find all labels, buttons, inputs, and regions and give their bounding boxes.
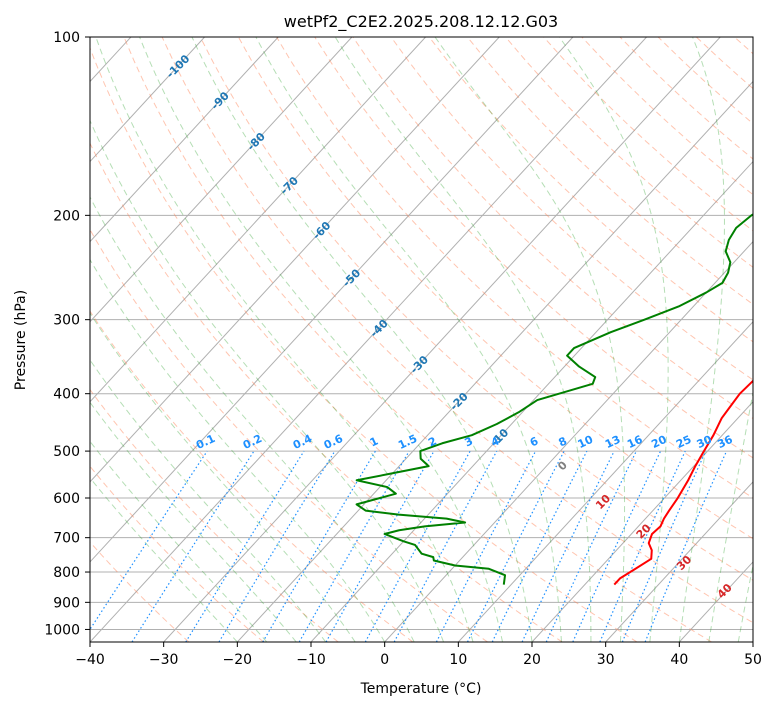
mixing-ratio-line (644, 450, 728, 642)
mixing-ratio-lines (90, 450, 728, 642)
x-tick-label: 50 (744, 652, 762, 668)
y-tick-label: 600 (53, 491, 80, 507)
mixing-ratio-label: 20 (649, 433, 669, 451)
moist-adiabat-line (255, 37, 562, 642)
dry-adiabat-line (90, 228, 488, 642)
mixing-ratio-label: 13 (603, 433, 622, 451)
y-tick-label: 200 (53, 208, 80, 224)
isotherm-gridline (384, 240, 753, 642)
x-tick-label: −10 (296, 652, 326, 668)
y-tick-label: 800 (53, 565, 80, 581)
x-tick-label: 20 (523, 652, 541, 668)
moist-adiabat-line (558, 37, 669, 642)
mixing-ratio-label: 16 (625, 433, 645, 451)
moist-adiabat-line (90, 401, 297, 642)
moist-adiabat-line (708, 389, 753, 642)
isotherm-gridline (90, 37, 500, 483)
moist-adiabat-line (737, 562, 753, 642)
mixing-ratio-line (131, 450, 255, 642)
dry-adiabat-line (276, 37, 753, 499)
plot-content: -100-90-80-70-60-50-40-30-20-10 0.1 0.2 0.… (90, 37, 753, 642)
x-axis-title: Temperature (°C) (360, 681, 482, 697)
isotherm-gridline (90, 37, 279, 243)
y-tick-label: 1000 (44, 622, 80, 638)
x-tick-label: 40 (670, 652, 688, 668)
dry-adiabat-line (90, 465, 264, 642)
isotherm-gridline (457, 320, 753, 642)
dry-adiabat-line (352, 37, 753, 420)
mixing-ratio-line (491, 450, 588, 642)
moist-adiabat-line (434, 37, 626, 642)
temperature-profile-line (613, 379, 753, 586)
isotherm-gridline (531, 401, 753, 642)
y-tick-label: 500 (53, 444, 80, 460)
mixing-ratio-line (599, 450, 686, 642)
dewpoint-profile-line (355, 213, 753, 585)
skewed-isotherm-gridlines (90, 37, 753, 642)
isotherm-gridline (605, 481, 753, 642)
isotherm-gridline (90, 37, 574, 563)
x-axis-ticks: −40 −30 −20 −10 0 10 20 30 40 50 (75, 642, 762, 668)
isotherm-gridline (163, 37, 721, 642)
moist-adiabat-line (191, 37, 533, 642)
mixing-ratio-label: 25 (674, 433, 693, 451)
x-tick-label: 30 (597, 652, 615, 668)
y-tick-label: 700 (53, 531, 80, 547)
mixing-ratio-label: 36 (715, 433, 735, 451)
dry-adiabat-line (90, 46, 638, 642)
y-tick-label: 900 (53, 595, 80, 611)
mixing-ratio-line (466, 450, 565, 642)
dry-adiabat-line (390, 37, 753, 381)
sounding-series (355, 213, 753, 586)
isotherm-gridline (90, 37, 426, 403)
y-axis-title: Pressure (hPa) (13, 290, 29, 390)
dry-adiabat-line (428, 37, 753, 343)
dry-adiabat-line (237, 37, 753, 540)
mixing-ratio-line (90, 450, 208, 631)
mixing-ratio-line (393, 450, 498, 642)
isotherm-gridline (90, 37, 647, 642)
mixing-ratio-line (364, 450, 471, 642)
y-tick-label: 400 (53, 387, 80, 403)
moist-adiabat-line (334, 37, 592, 642)
y-tick-label: 300 (53, 313, 80, 329)
dry-adiabat-line (314, 37, 753, 459)
isotherm-gridline (90, 37, 353, 323)
moist-adiabat-line (90, 312, 356, 642)
isotherm-gridline (236, 80, 753, 642)
x-tick-label: −30 (149, 652, 179, 668)
moist-adiabat-line (95, 37, 474, 642)
moist-adiabats (90, 37, 753, 642)
dry-adiabat-line (90, 142, 563, 642)
mixing-ratio-line (621, 450, 707, 642)
x-tick-label: −20 (223, 652, 253, 668)
y-axis-ticks: 100 200 300 400 500 600 700 800 900 1000 (44, 30, 90, 638)
plot-background (90, 37, 753, 642)
y-tick-label: 100 (53, 30, 80, 46)
dry-adiabat-line (123, 37, 712, 642)
x-tick-label: 0 (380, 652, 389, 668)
chart-title: wetPf2_C2E2.2025.208.12.12.G03 (284, 12, 558, 32)
mixing-ratio-line (218, 450, 336, 642)
mixing-ratio-label: 30 (695, 433, 715, 451)
isotherm-gridline (90, 37, 205, 163)
mixing-ratio-line (185, 450, 305, 642)
dry-adiabats (90, 37, 753, 642)
x-tick-label: 10 (449, 652, 467, 668)
mixing-ratio-label: 10 (576, 433, 596, 451)
moist-adiabat-line (90, 196, 415, 642)
moist-adiabat-line (90, 119, 445, 642)
dry-adiabat-line (90, 541, 190, 642)
moist-adiabat-line (139, 37, 504, 642)
dry-adiabat-line (199, 37, 753, 581)
x-tick-label: −40 (75, 652, 105, 668)
mixing-ratio-labels: 0.1 0.2 0.4 0.6 1 1.5 2 3 4 6 8 10 13 16 20 25 30 36 (194, 432, 735, 452)
moist-adiabat-line (90, 359, 327, 642)
mixing-ratio-line (325, 450, 435, 642)
dry-adiabat-line (161, 37, 753, 624)
plot-frame (89, 36, 754, 643)
